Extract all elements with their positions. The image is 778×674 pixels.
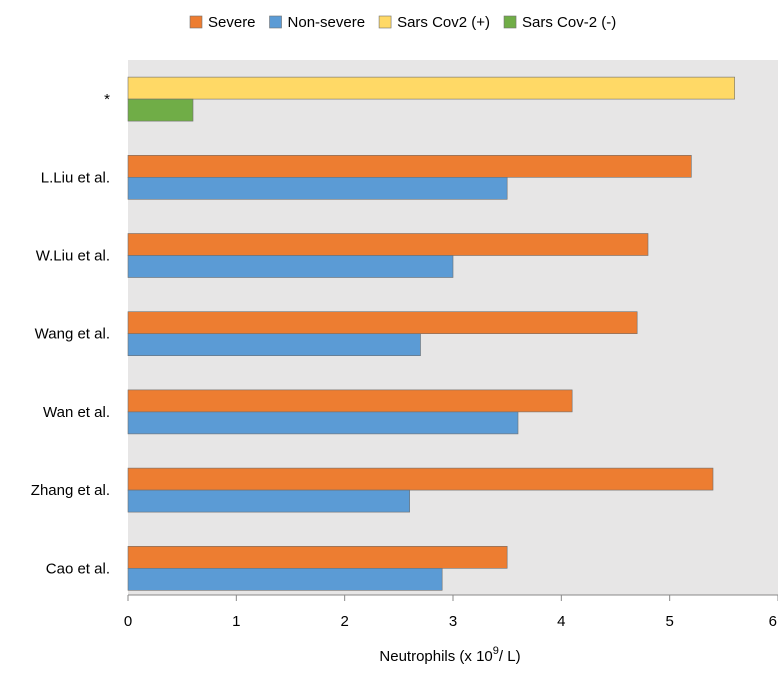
bar-severe-cao-et-al [127,545,508,569]
x-tick-label-4: 4 [557,613,565,630]
category-label-w-liu-et-al: W.Liu et al. [36,248,110,265]
bar-non-severe-w-liu-et-al [127,255,454,278]
bar-non-severe-wang-et-al [127,333,421,357]
bar-sars-cov-2-star [127,98,194,122]
x-axis-title: Neutrophils (x 109/ L) [379,645,520,665]
legend-label-severe: Severe [208,14,256,31]
bar-severe-wang-et-al [127,311,638,335]
x-tick-label-0: 0 [124,613,132,630]
bars [127,76,735,591]
bar-sars-cov2-star [127,76,735,100]
bar-non-severe-l-liu-et-al [127,177,508,200]
x-axis-title-main: Neutrophils (x 10 [379,648,492,665]
bar-non-severe-zhang-et-al [127,489,410,513]
legend-label-sars-cov-2: Sars Cov-2 (-) [522,14,616,31]
bar-severe-wan-et-al [127,389,573,413]
category-label-l-liu-et-al: L.Liu et al. [41,169,110,186]
category-label-wan-et-al: Wan et al. [43,404,110,421]
x-axis-title-superscript: 9 [493,645,499,657]
legend-swatch-severe [189,15,203,29]
x-tick-label-1: 1 [232,613,240,630]
x-tick-label-2: 2 [340,613,348,630]
bar-non-severe-wan-et-al [127,411,519,435]
legend: Severe Non-severe Sars Cov2 (+) Sars Cov-2 … [189,14,616,31]
legend-label-sars-cov2: Sars Cov2 (+) [397,14,490,31]
legend-swatch-sars-cov2 [378,15,392,29]
legend-label-non-severe: Non-severe [288,14,366,31]
bar-severe-w-liu-et-al [127,233,649,256]
category-labels: Cao et al. Zhang et al. Wan et al. Wang et … [31,91,110,577]
x-tick-label-6: 6 [769,613,777,630]
x-axis-title-suffix: / L) [499,648,521,665]
bar-non-severe-cao-et-al [127,567,443,591]
category-label-wang-et-al: Wang et al. [35,326,110,343]
x-tick-label-5: 5 [665,613,673,630]
legend-swatch-sars-cov-2 [503,15,517,29]
category-label-cao-et-al: Cao et al. [46,560,110,577]
category-label-star: * [104,91,110,108]
bar-severe-l-liu-et-al [127,155,692,178]
bar-severe-zhang-et-al [127,467,714,491]
x-axis-ticks: 0 1 2 3 4 5 6 [124,595,778,630]
legend-swatch-non-severe [269,15,282,29]
category-label-zhang-et-al: Zhang et al. [31,482,110,499]
x-tick-label-3: 3 [449,613,457,630]
